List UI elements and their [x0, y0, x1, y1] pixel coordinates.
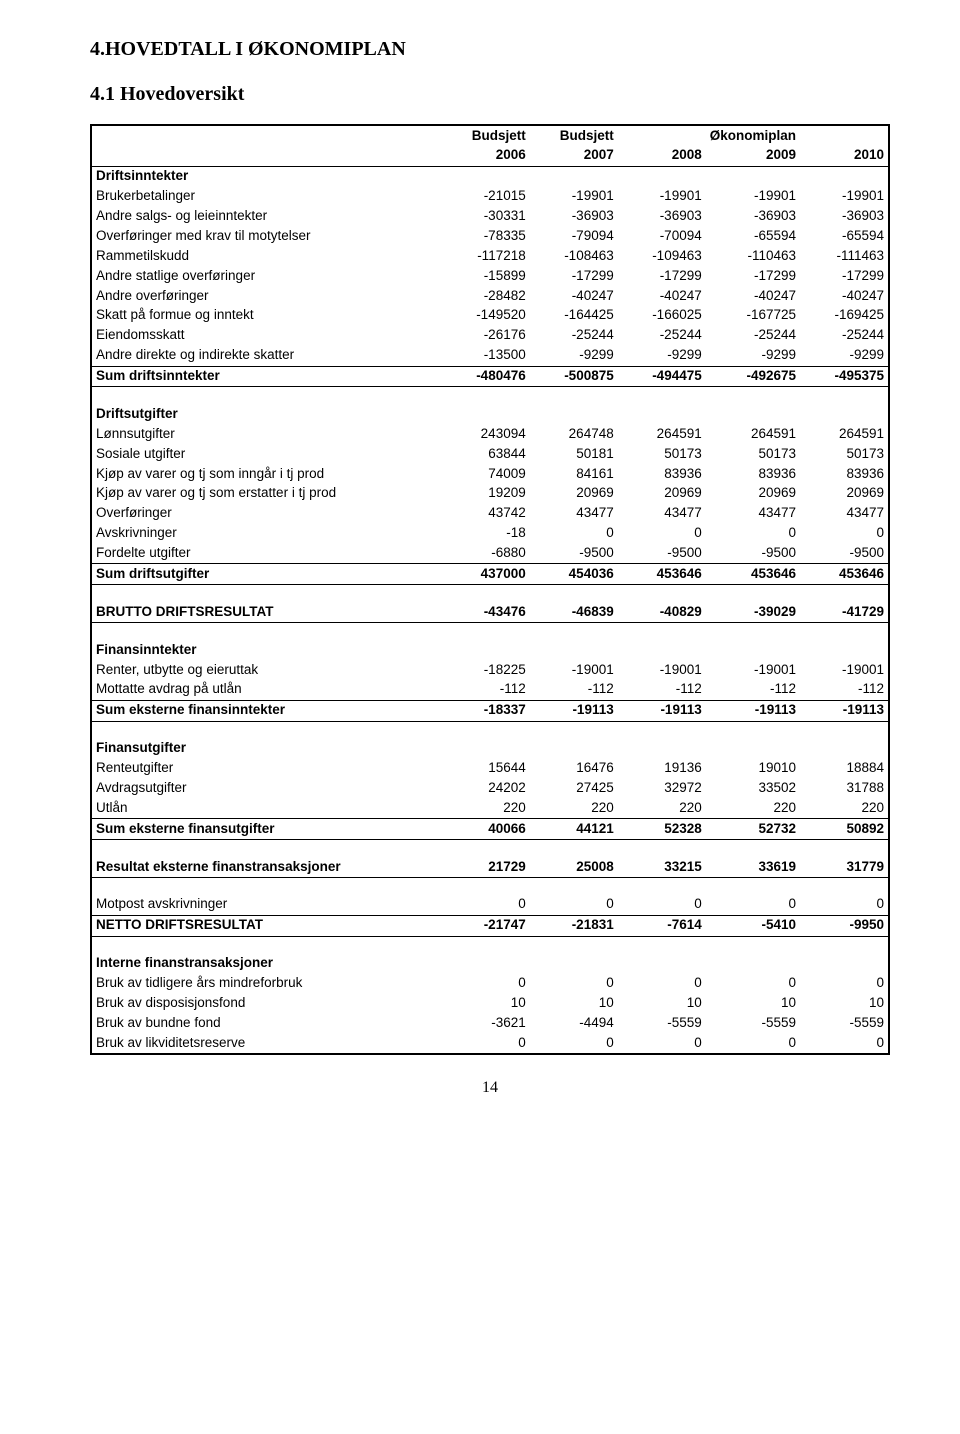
section-title: 4.HOVEDTALL I ØKONOMIPLAN: [90, 38, 890, 61]
year-2010: 2010: [800, 146, 889, 166]
row-sosiale: Sosiale utgifter 63844 50181 50173 50173…: [91, 444, 889, 464]
row-netto: NETTO DRIFTSRESULTAT -21747 -21831 -7614…: [91, 915, 889, 936]
row-renter-utbytte: Renter, utbytte og eieruttak -18225 -190…: [91, 660, 889, 680]
row-bruk-disposisjon: Bruk av disposisjonsfond 10 10 10 10 10: [91, 993, 889, 1013]
row-andre-direkte: Andre direkte og indirekte skatter -1350…: [91, 346, 889, 366]
row-brutto: BRUTTO DRIFTSRESULTAT -43476 -46839 -408…: [91, 602, 889, 622]
row-overforinger: Overføringer 43742 43477 43477 43477 434…: [91, 504, 889, 524]
row-rammetilskudd: Rammetilskudd -117218 -108463 -109463 -1…: [91, 246, 889, 266]
year-2006: 2006: [442, 146, 530, 166]
header-blank: [91, 125, 442, 146]
header-budsjett-2: Budsjett: [530, 125, 618, 146]
page-number: 14: [90, 1079, 890, 1117]
header-okonomiplan: Økonomiplan: [706, 125, 800, 146]
section-driftsutgifter: Driftsutgifter: [91, 404, 889, 424]
page: 4.HOVEDTALL I ØKONOMIPLAN 4.1 Hovedovers…: [0, 0, 960, 1117]
year-2007: 2007: [530, 146, 618, 166]
row-resultat-eksterne: Resultat eksterne finanstransaksjoner 21…: [91, 857, 889, 877]
section-driftsinntekter: Driftsinntekter: [91, 166, 889, 186]
section-finansinntekter: Finansinntekter: [91, 640, 889, 660]
table-header-row-years: 2006 2007 2008 2009 2010: [91, 146, 889, 166]
section-interne: Interne finanstransaksjoner: [91, 954, 889, 974]
row-sum-driftsutgifter: Sum driftsutgifter 437000 454036 453646 …: [91, 564, 889, 585]
row-brukerbetalinger: Brukerbetalinger -21015 -19901 -19901 -1…: [91, 187, 889, 207]
row-mottatte-avdrag: Mottatte avdrag på utlån -112 -112 -112 …: [91, 680, 889, 700]
row-fordelte: Fordelte utgifter -6880 -9500 -9500 -950…: [91, 544, 889, 564]
row-avdragsutgifter: Avdragsutgifter 24202 27425 32972 33502 …: [91, 778, 889, 798]
row-bruk-bundne: Bruk av bundne fond -3621 -4494 -5559 -5…: [91, 1013, 889, 1033]
spacer: [91, 936, 889, 954]
spacer: [91, 721, 889, 739]
row-eiendomsskatt: Eiendomsskatt -26176 -25244 -25244 -2524…: [91, 326, 889, 346]
row-kjop-inngar: Kjøp av varer og tj som inngår i tj prod…: [91, 464, 889, 484]
section-finansutgifter: Finansutgifter: [91, 739, 889, 759]
spacer: [91, 840, 889, 858]
row-renteutgifter: Renteutgifter 15644 16476 19136 19010 18…: [91, 759, 889, 779]
header-blank2: [618, 125, 706, 146]
row-sum-driftsinntekter: Sum driftsinntekter -480476 -500875 -494…: [91, 366, 889, 387]
spacer: [91, 585, 889, 603]
finance-table: Budsjett Budsjett Økonomiplan 2006 2007 …: [90, 124, 890, 1055]
table-header-row-1: Budsjett Budsjett Økonomiplan: [91, 125, 889, 146]
row-andre-salgs: Andre salgs- og leieinntekter -30331 -36…: [91, 207, 889, 227]
spacer: [91, 877, 889, 895]
row-bruk-likviditet: Bruk av likviditetsreserve 0 0 0 0 0: [91, 1033, 889, 1054]
year-2008: 2008: [618, 146, 706, 166]
section-label: Driftsinntekter: [91, 166, 442, 186]
row-sum-eksterne-fu: Sum eksterne finansutgifter 40066 44121 …: [91, 819, 889, 840]
row-sum-eksterne-fi: Sum eksterne finansinntekter -18337 -191…: [91, 700, 889, 721]
row-avskrivninger: Avskrivninger -18 0 0 0 0: [91, 524, 889, 544]
year-2009: 2009: [706, 146, 800, 166]
row-andre-statlige: Andre statlige overføringer -15899 -1729…: [91, 266, 889, 286]
header-budsjett-1: Budsjett: [442, 125, 530, 146]
row-overforinger-krav: Overføringer med krav til motytelser -78…: [91, 226, 889, 246]
row-skatt-formue: Skatt på formue og inntekt -149520 -1644…: [91, 306, 889, 326]
row-utlaan: Utlån 220 220 220 220 220: [91, 798, 889, 818]
row-lonnsutgifter: Lønnsutgifter 243094 264748 264591 26459…: [91, 424, 889, 444]
row-kjop-erstatter: Kjøp av varer og tj som erstatter i tj p…: [91, 484, 889, 504]
spacer: [91, 623, 889, 641]
subsection-title: 4.1 Hovedoversikt: [90, 83, 890, 106]
header-blank3: [800, 125, 889, 146]
header-blank-years: [91, 146, 442, 166]
row-andre-overforinger: Andre overføringer -28482 -40247 -40247 …: [91, 286, 889, 306]
spacer: [91, 387, 889, 405]
row-motpost: Motpost avskrivninger 0 0 0 0 0: [91, 895, 889, 915]
row-bruk-tidligere: Bruk av tidligere års mindreforbruk 0 0 …: [91, 974, 889, 994]
